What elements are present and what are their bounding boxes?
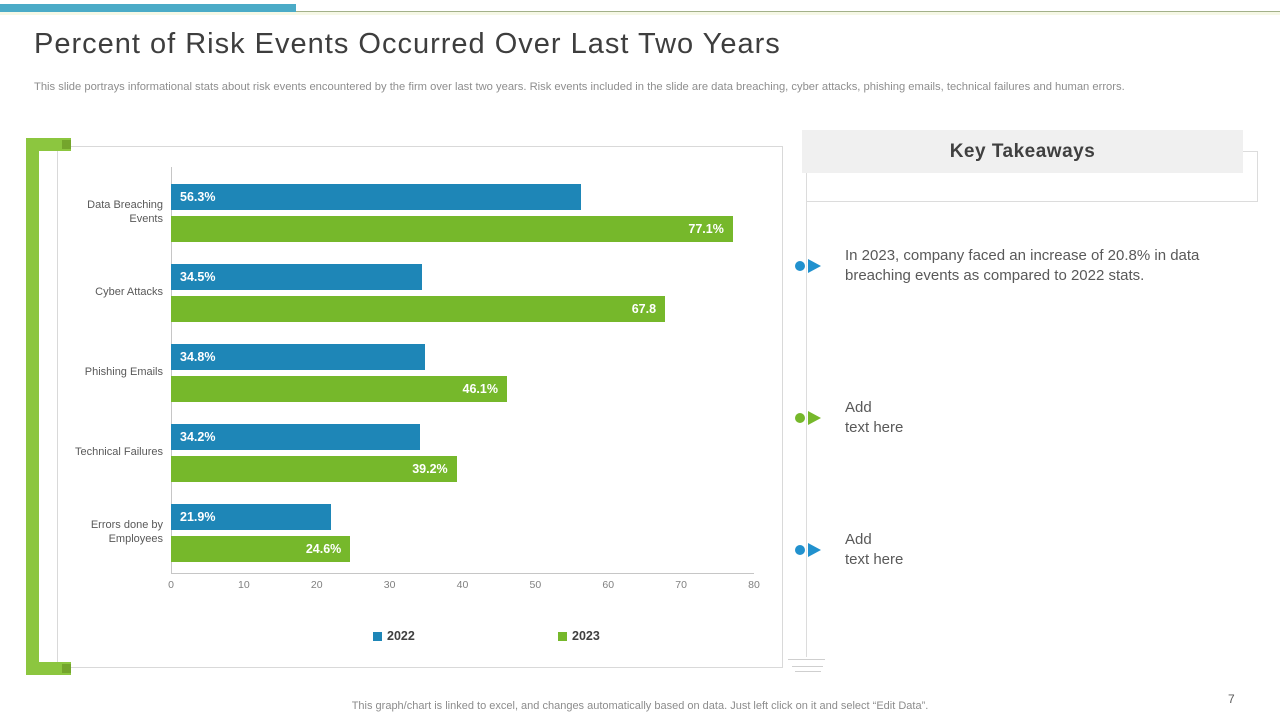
bar-2022-1[interactable]: 56.3% — [171, 184, 582, 210]
x-tick-label: 50 — [529, 579, 542, 591]
category-label: Technical Failures — [74, 446, 163, 459]
legend-item-2022: 2022 — [373, 629, 415, 643]
legend-label: 2022 — [387, 629, 415, 643]
category-label: Cyber Attacks — [95, 286, 163, 299]
green-frame-bottom-cap — [62, 664, 71, 673]
chart-x-axis-line — [171, 573, 754, 574]
bar-2022-5[interactable]: 21.9% — [171, 504, 331, 530]
takeaway-text[interactable]: Add text here — [845, 399, 904, 436]
green-frame-vertical-bar — [26, 138, 39, 675]
top-accent-teal-bar — [0, 4, 296, 12]
category-label: Data Breaching Events — [87, 199, 163, 225]
bullet-circle-icon — [795, 260, 805, 271]
footer-note: This graph/chart is linked to excel, and… — [351, 700, 929, 712]
chart-y-axis-line — [171, 167, 172, 574]
legend-swatch-icon — [373, 631, 382, 641]
x-tick-label: 40 — [456, 579, 469, 591]
bullet-play-icon — [795, 258, 823, 273]
bar-2023-1[interactable]: 77.1% — [171, 216, 733, 242]
green-frame-bottom-stub — [26, 662, 71, 675]
bar-2023-3[interactable]: 46.1% — [171, 376, 507, 402]
key-takeaways-heading: Key Takeaways — [949, 140, 1096, 162]
bar-2022-3[interactable]: 34.8% — [171, 344, 425, 370]
divider-end-dash — [792, 666, 823, 667]
page-subtitle: This slide portrays informational stats … — [34, 81, 1125, 93]
divider-end-dash — [788, 659, 825, 660]
green-frame-top-stub — [26, 138, 71, 151]
bar-2022-2[interactable]: 34.5% — [171, 264, 423, 290]
category-label: Phishing Emails — [84, 366, 163, 379]
bar-2023-2[interactable]: 67.8 — [171, 296, 666, 322]
x-tick-label: 60 — [602, 579, 615, 591]
bullet-triangle-icon — [808, 542, 821, 557]
bullet-circle-icon — [795, 412, 805, 423]
top-accent-pale-band — [0, 12, 1280, 15]
takeaway-item: In 2023, company faced an increase of 20… — [795, 246, 1240, 285]
bullet-triangle-icon — [808, 410, 821, 425]
legend-swatch-icon — [558, 631, 567, 641]
takeaway-text[interactable]: Add text here — [845, 531, 904, 568]
bullet-play-icon — [795, 410, 823, 425]
bar-2023-4[interactable]: 39.2% — [171, 456, 457, 482]
key-takeaways-divider-line — [806, 202, 807, 657]
x-tick-label: 10 — [238, 579, 250, 591]
takeaway-item: Add text here — [795, 530, 1240, 569]
category-label: Errors done by Employees — [90, 519, 163, 545]
key-takeaways-header: Key Takeaways — [802, 130, 1243, 173]
top-accent-line — [0, 11, 1280, 12]
x-tick-label: 0 — [168, 579, 174, 591]
legend-label: 2023 — [572, 629, 600, 643]
divider-end-dash — [795, 671, 821, 672]
x-tick-label: 80 — [748, 579, 760, 591]
page-title: Percent of Risk Events Occurred Over Las… — [34, 28, 781, 60]
bar-2022-4[interactable]: 34.2% — [171, 424, 421, 450]
takeaway-item: Add text here — [795, 398, 1240, 437]
takeaway-text[interactable]: In 2023, company faced an increase of 20… — [845, 247, 1200, 284]
x-tick-label: 30 — [383, 579, 396, 591]
bar-2023-5[interactable]: 24.6% — [171, 536, 351, 562]
chart-panel[interactable]: 56.3% 77.1% 34.5% 67.8 34.8% 46.1% 34.2% 39.2% 2… — [57, 146, 783, 668]
green-frame-top-cap — [62, 140, 71, 149]
page-number: 7 — [1228, 692, 1235, 706]
x-tick-label: 70 — [675, 579, 687, 591]
legend-item-2023: 2023 — [558, 629, 600, 643]
x-tick-label: 20 — [310, 579, 323, 591]
bullet-circle-icon — [795, 544, 805, 555]
bullet-play-icon — [795, 542, 823, 557]
bullet-triangle-icon — [808, 258, 821, 273]
